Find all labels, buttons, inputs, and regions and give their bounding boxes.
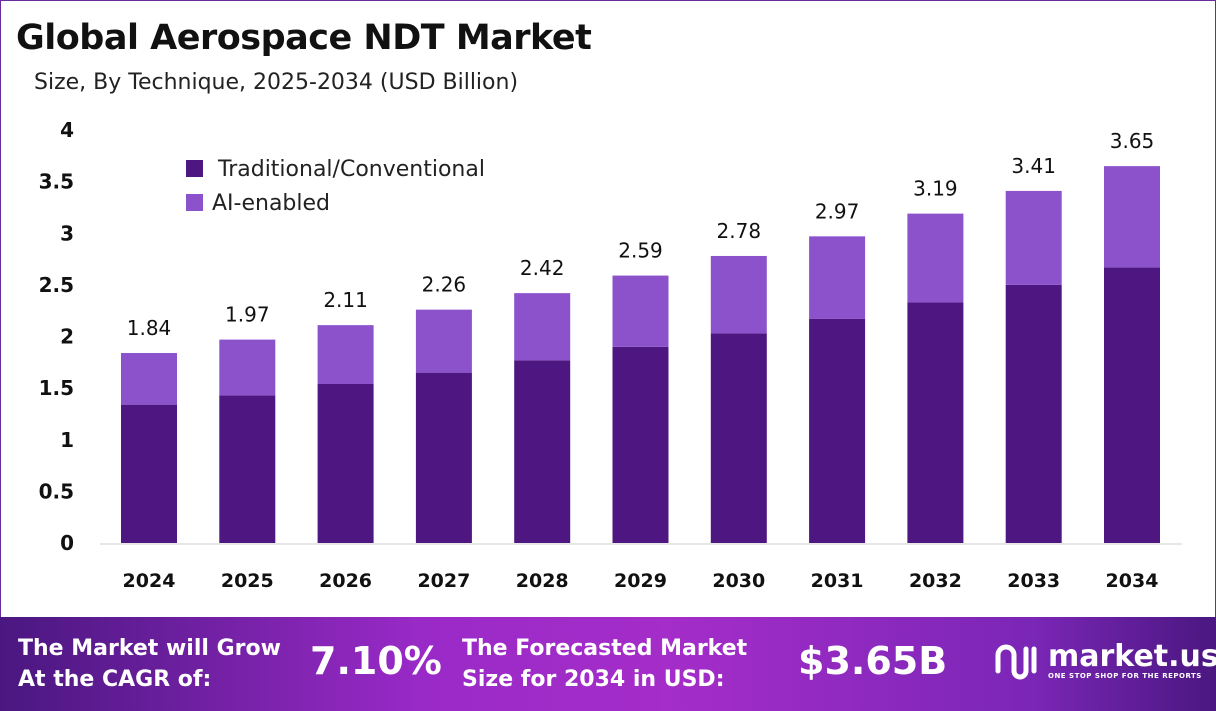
cagr-label-line1: The Market will Grow [18, 636, 281, 661]
total-label: 2.78 [717, 219, 762, 243]
cagr-label-line2: At the CAGR of: [18, 667, 212, 692]
x-tick-label: 2025 [221, 570, 274, 592]
y-tick-label: 1 [60, 428, 74, 452]
bar-ai-enabled-2034 [1104, 166, 1160, 268]
bar-ai-enabled-2030 [710, 255, 767, 334]
total-label: 3.19 [913, 177, 958, 201]
cagr-value: 7.10% [310, 639, 442, 683]
x-tick-label: 2029 [614, 570, 667, 592]
x-tick-label: 2034 [1106, 570, 1159, 592]
y-tick-label: 4 [60, 118, 74, 142]
bar-traditional-2024 [121, 404, 177, 543]
total-label: 1.84 [127, 316, 172, 340]
legend-label: AI-enabled [212, 191, 330, 216]
forecast-label: The Forecasted Market Size for 2034 in U… [462, 633, 747, 695]
bar-ai-enabled-2032 [907, 213, 964, 303]
y-tick-label: 2.5 [39, 273, 74, 297]
bar-traditional-2029 [612, 346, 669, 543]
total-label: 2.59 [618, 239, 663, 263]
x-tick-label: 2028 [516, 570, 569, 592]
logo-text: market.us [1048, 639, 1216, 674]
bar-ai-enabled-2026 [317, 325, 374, 384]
total-label: 2.97 [815, 199, 860, 223]
legend-swatch [186, 160, 203, 177]
x-tick-label: 2031 [811, 570, 864, 592]
x-tick-label: 2024 [123, 570, 176, 592]
bar-ai-enabled-2028 [514, 293, 571, 361]
bar-traditional-2026 [317, 383, 374, 543]
bar-ai-enabled-2029 [612, 275, 669, 347]
y-tick-label: 3.5 [39, 170, 74, 194]
legend-swatch [186, 194, 203, 211]
total-label: 2.26 [422, 273, 467, 297]
chart-title: Global Aerospace NDT Market [16, 18, 592, 58]
x-tick-label: 2033 [1007, 570, 1060, 592]
x-tick-label: 2027 [417, 570, 470, 592]
bar-ai-enabled-2025 [219, 339, 276, 396]
bar-traditional-2032 [907, 302, 964, 543]
legend-label: Traditional/Conventional [217, 157, 485, 182]
bar-traditional-2031 [809, 318, 866, 543]
bar-ai-enabled-2033 [1005, 190, 1062, 285]
forecast-value: $3.65B [798, 639, 948, 683]
y-tick-label: 3 [60, 221, 74, 245]
footer-banner: The Market will Grow At the CAGR of: 7.1… [0, 617, 1216, 711]
forecast-label-line1: The Forecasted Market [462, 636, 748, 661]
x-tick-label: 2030 [712, 570, 765, 592]
bar-traditional-2034 [1104, 267, 1160, 543]
bar-chart: 0 0.5 1 1.5 2 2.5 3 3.5 4 1.84 2024 1.97 2025 2.11 202… [39, 118, 1182, 592]
bar-ai-enabled-2024 [121, 353, 177, 405]
x-tick-label: 2032 [909, 570, 962, 592]
bar-traditional-2025 [219, 395, 276, 543]
total-label: 3.65 [1110, 129, 1155, 153]
bar-traditional-2030 [710, 333, 767, 543]
market-us-logo: market.us ONE STOP SHOP FOR THE REPORTS [992, 641, 1216, 681]
y-tick-label: 0 [60, 531, 74, 555]
total-label: 2.11 [323, 288, 368, 312]
bar-traditional-2028 [514, 360, 571, 543]
y-tick-label: 0.5 [39, 479, 74, 503]
total-label: 1.97 [225, 303, 270, 327]
bar-ai-enabled-2031 [809, 236, 866, 319]
bar-traditional-2027 [415, 372, 472, 543]
logo-tagline: ONE STOP SHOP FOR THE REPORTS [1048, 672, 1202, 680]
chart-subtitle: Size, By Technique, 2025-2034 (USD Billi… [34, 70, 519, 95]
cagr-label: The Market will Grow At the CAGR of: [18, 633, 281, 695]
total-label: 3.41 [1011, 154, 1056, 178]
x-tick-label: 2026 [319, 570, 372, 592]
y-tick-label: 2 [60, 325, 74, 349]
bar-traditional-2033 [1005, 284, 1062, 543]
logo-icon [995, 644, 1037, 680]
bar-ai-enabled-2027 [415, 309, 472, 373]
y-tick-label: 1.5 [39, 376, 74, 400]
forecast-label-line2: Size for 2034 in USD: [462, 667, 725, 692]
total-label: 2.42 [520, 256, 565, 280]
